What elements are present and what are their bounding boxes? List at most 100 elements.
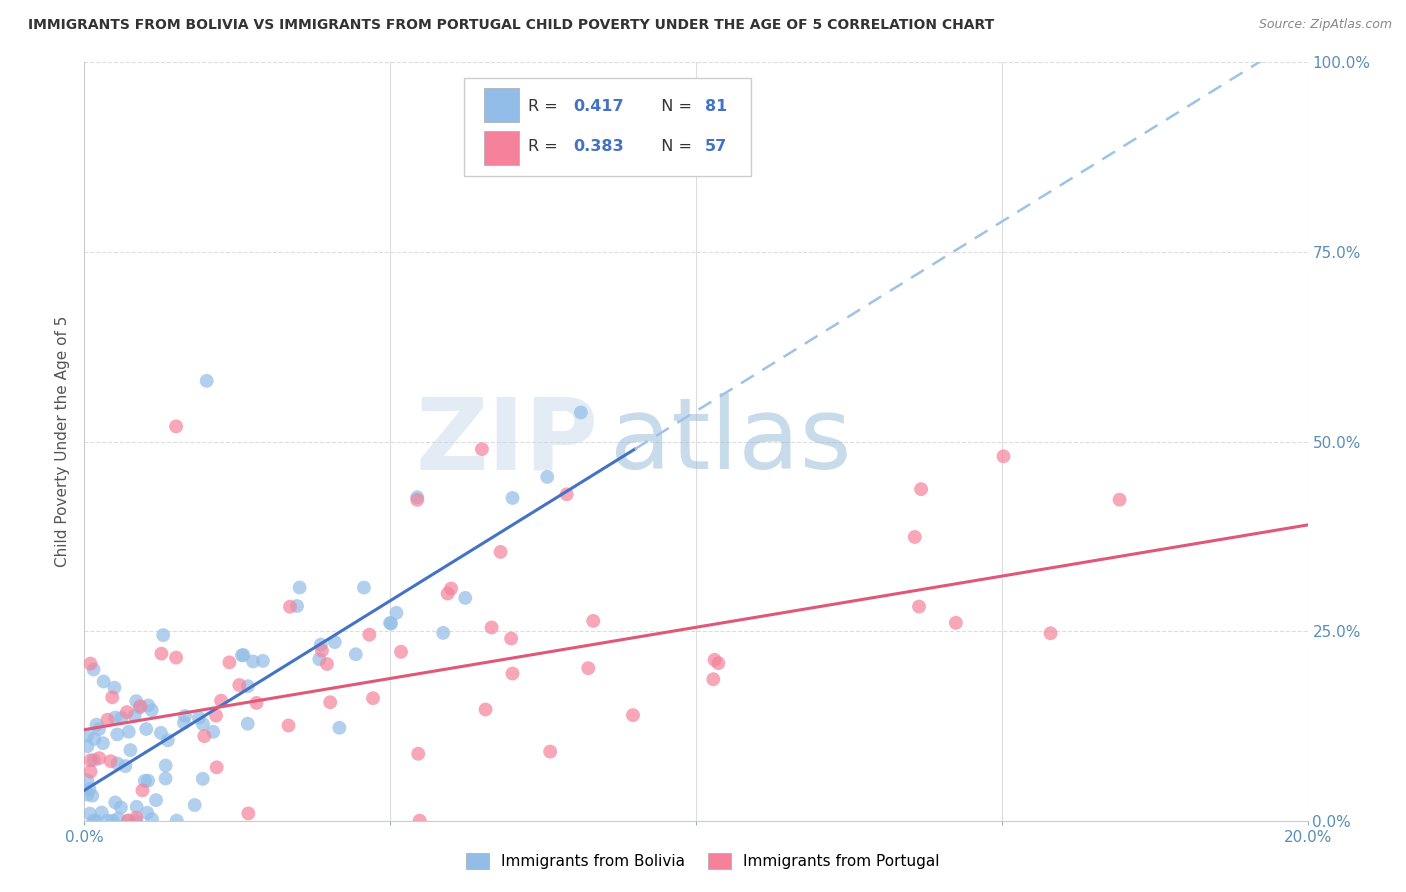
Point [76, 728, 98, 742]
Point [101, 690, 124, 705]
Text: R =: R = [529, 99, 564, 114]
Point [83, 753, 105, 767]
Text: atlas: atlas [610, 393, 852, 490]
Point [319, 695, 342, 709]
Point [128, 700, 150, 714]
Point [218, 656, 240, 670]
Point [124, 708, 146, 723]
Point [502, 491, 524, 505]
Point [481, 620, 503, 634]
Point [191, 772, 214, 786]
FancyBboxPatch shape [484, 131, 519, 165]
Point [344, 647, 367, 661]
Point [86, 717, 108, 731]
Point [107, 812, 129, 826]
Point [228, 678, 250, 692]
Point [118, 724, 141, 739]
Point [236, 679, 259, 693]
Text: Source: ZipAtlas.com: Source: ZipAtlas.com [1258, 18, 1392, 31]
Point [361, 691, 384, 706]
Point [166, 814, 188, 828]
Point [236, 716, 259, 731]
Point [231, 648, 253, 663]
Point [83, 663, 105, 677]
Point [82, 814, 104, 828]
Point [115, 705, 138, 719]
Point [205, 708, 228, 723]
Point [409, 814, 432, 828]
Point [193, 729, 215, 743]
Text: 0.383: 0.383 [574, 139, 624, 154]
Point [90, 805, 112, 820]
Point [309, 638, 332, 652]
Text: 0.417: 0.417 [574, 99, 624, 114]
Point [323, 635, 346, 649]
Point [110, 711, 132, 725]
Point [440, 582, 463, 596]
Point [380, 616, 402, 631]
Point [502, 666, 524, 681]
Point [406, 747, 429, 761]
Text: N =: N = [651, 99, 697, 114]
Point [328, 721, 350, 735]
Point [76, 739, 98, 754]
Point [555, 487, 578, 501]
Point [76, 788, 98, 802]
Point [101, 814, 124, 828]
Point [103, 681, 125, 695]
Point [117, 814, 139, 828]
Point [105, 727, 128, 741]
Point [79, 764, 101, 779]
Point [152, 628, 174, 642]
Point [945, 615, 967, 630]
Point [209, 694, 232, 708]
Legend: Immigrants from Bolivia, Immigrants from Portugal: Immigrants from Bolivia, Immigrants from… [460, 847, 946, 875]
Point [155, 772, 177, 786]
Y-axis label: Child Poverty Under the Age of 5: Child Poverty Under the Age of 5 [55, 316, 70, 567]
Point [202, 724, 225, 739]
Point [308, 652, 330, 666]
Point [107, 756, 129, 771]
Point [378, 615, 401, 630]
Point [385, 606, 408, 620]
Point [110, 800, 132, 814]
Point [707, 656, 730, 670]
Point [252, 654, 274, 668]
Point [120, 743, 142, 757]
Point [183, 797, 205, 812]
Point [910, 482, 932, 496]
Point [97, 713, 120, 727]
Point [135, 722, 157, 736]
Point [165, 419, 187, 434]
Text: IMMIGRANTS FROM BOLIVIA VS IMMIGRANTS FROM PORTUGAL CHILD POVERTY UNDER THE AGE : IMMIGRANTS FROM BOLIVIA VS IMMIGRANTS FR… [28, 18, 994, 32]
Point [136, 773, 159, 788]
Point [389, 645, 412, 659]
Point [1108, 492, 1130, 507]
Point [141, 703, 163, 717]
Point [165, 650, 187, 665]
Point [100, 754, 122, 768]
Point [118, 814, 141, 828]
Point [316, 657, 339, 671]
Point [84, 814, 107, 828]
Point [471, 442, 494, 457]
Point [195, 374, 218, 388]
Point [173, 715, 195, 730]
Point [104, 710, 127, 724]
Point [536, 470, 558, 484]
Point [149, 726, 172, 740]
Point [288, 581, 311, 595]
Point [474, 702, 496, 716]
Text: 57: 57 [704, 139, 727, 154]
Point [703, 653, 725, 667]
Point [131, 783, 153, 797]
Point [79, 753, 101, 767]
Point [96, 814, 118, 828]
Point [191, 717, 214, 731]
Text: ZIP: ZIP [415, 393, 598, 490]
Text: R =: R = [529, 139, 564, 154]
Point [79, 782, 101, 797]
Point [702, 672, 724, 686]
Text: N =: N = [651, 139, 697, 154]
Point [125, 694, 148, 708]
